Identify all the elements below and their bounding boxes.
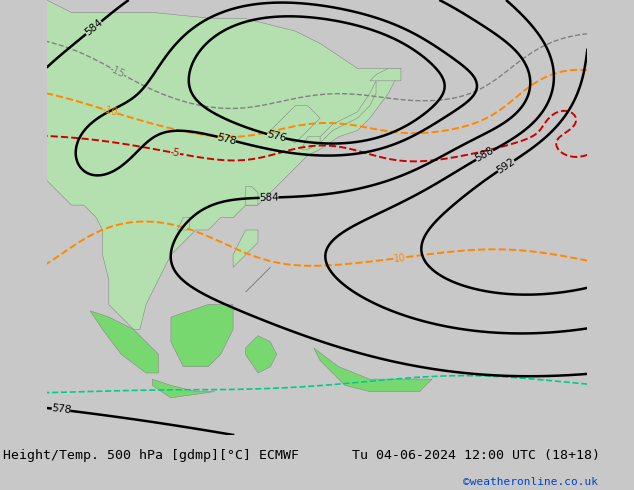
Polygon shape xyxy=(270,106,320,143)
Polygon shape xyxy=(47,0,401,329)
Polygon shape xyxy=(245,267,270,292)
Text: 578: 578 xyxy=(51,404,72,416)
Polygon shape xyxy=(314,348,432,392)
Text: 584: 584 xyxy=(83,18,105,38)
Text: 10: 10 xyxy=(392,252,406,264)
Polygon shape xyxy=(301,137,320,149)
Polygon shape xyxy=(245,187,258,205)
Polygon shape xyxy=(177,218,190,230)
Polygon shape xyxy=(307,81,376,149)
Text: -10: -10 xyxy=(101,104,119,118)
Text: 592: 592 xyxy=(495,156,517,175)
Text: Tu 04-06-2024 12:00 UTC (18+18): Tu 04-06-2024 12:00 UTC (18+18) xyxy=(352,449,600,462)
Text: 588: 588 xyxy=(474,146,496,164)
Polygon shape xyxy=(245,336,276,373)
Text: -15: -15 xyxy=(108,64,127,79)
Text: -5: -5 xyxy=(169,147,181,159)
Polygon shape xyxy=(171,305,233,367)
Polygon shape xyxy=(90,311,158,373)
Text: Height/Temp. 500 hPa [gdmp][°C] ECMWF: Height/Temp. 500 hPa [gdmp][°C] ECMWF xyxy=(3,449,299,462)
Polygon shape xyxy=(152,379,214,398)
Polygon shape xyxy=(233,230,258,267)
Text: 576: 576 xyxy=(266,129,287,144)
Text: ©weatheronline.co.uk: ©weatheronline.co.uk xyxy=(463,477,598,487)
Polygon shape xyxy=(370,69,401,81)
Text: 584: 584 xyxy=(259,193,279,203)
Text: 578: 578 xyxy=(216,132,238,147)
